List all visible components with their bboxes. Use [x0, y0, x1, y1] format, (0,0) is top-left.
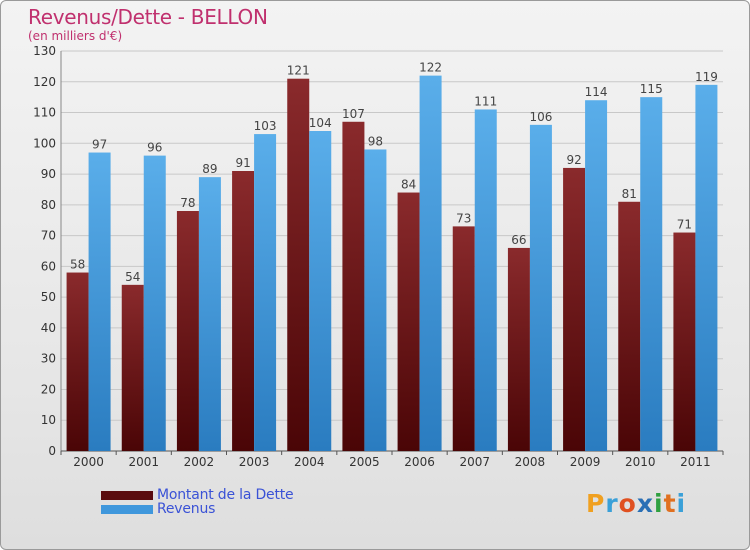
value-label-dette: 58 [70, 258, 85, 272]
value-label-revenus: 111 [474, 94, 497, 108]
y-tick-label: 70 [41, 229, 56, 243]
bar-dette [232, 171, 255, 451]
x-tick-label: 2009 [570, 455, 601, 469]
bar-revenus [309, 131, 332, 451]
bar-dette [397, 192, 420, 452]
y-tick-label: 40 [41, 321, 56, 335]
value-label-dette: 81 [622, 187, 637, 201]
bar-revenus [254, 134, 277, 452]
legend-label-dette: Montant de la Dette [157, 487, 294, 503]
y-tick-label: 0 [48, 444, 56, 458]
y-tick-label: 20 [41, 382, 56, 396]
x-tick-label: 2005 [349, 455, 380, 469]
value-label-revenus: 115 [640, 82, 663, 96]
bar-dette [121, 284, 144, 451]
legend-label-revenus: Revenus [157, 501, 216, 517]
value-label-dette: 66 [511, 233, 526, 247]
bar-dette [176, 211, 199, 451]
value-label-revenus: 97 [92, 138, 107, 152]
x-tick-label: 2003 [239, 455, 270, 469]
value-label-revenus: 89 [202, 162, 217, 176]
value-label-dette: 78 [180, 196, 195, 210]
legend-swatch-dette [101, 490, 153, 500]
bar-revenus [419, 75, 442, 451]
chart-subtitle: (en milliers d'€) [28, 29, 123, 43]
value-label-revenus: 103 [254, 119, 277, 133]
legend-swatch-revenus [101, 504, 153, 514]
y-tick-label: 80 [41, 198, 56, 212]
value-label-dette: 71 [677, 218, 692, 232]
value-label-dette: 54 [125, 270, 140, 284]
bar-revenus [695, 84, 718, 451]
chart-title: Revenus/Dette - BELLON [28, 5, 268, 29]
y-tick-label: 60 [41, 259, 56, 273]
bar-revenus [585, 100, 608, 451]
bar-revenus [529, 124, 552, 451]
proxiti-logo: Proxiti [586, 489, 687, 518]
value-label-revenus: 122 [419, 61, 442, 75]
x-tick-label: 2004 [294, 455, 325, 469]
x-tick-label: 2010 [625, 455, 656, 469]
y-tick-label: 10 [41, 413, 56, 427]
x-tick-label: 2000 [73, 455, 104, 469]
value-label-dette: 92 [566, 153, 581, 167]
value-label-revenus: 114 [585, 85, 608, 99]
bar-revenus [474, 109, 497, 451]
legend-item-revenus: Revenus [101, 501, 215, 517]
value-label-revenus: 96 [147, 141, 162, 155]
value-label-dette: 107 [342, 107, 365, 121]
y-tick-label: 30 [41, 352, 56, 366]
x-tick-label: 2002 [184, 455, 215, 469]
bar-dette [342, 121, 365, 452]
y-tick-label: 130 [33, 44, 56, 58]
value-label-dette: 84 [401, 178, 416, 192]
bar-revenus [88, 152, 111, 452]
bar-dette [507, 247, 530, 451]
bar-dette [452, 226, 475, 451]
x-tick-label: 2011 [680, 455, 711, 469]
bar-revenus [198, 177, 221, 451]
y-tick-label: 90 [41, 167, 56, 181]
x-tick-label: 2008 [515, 455, 546, 469]
x-tick-label: 2007 [459, 455, 490, 469]
bar-dette [673, 232, 696, 451]
y-tick-label: 120 [33, 75, 56, 89]
value-label-dette: 73 [456, 211, 471, 225]
value-label-dette: 91 [235, 156, 250, 170]
value-label-revenus: 104 [309, 116, 332, 130]
bar-revenus [143, 155, 166, 451]
value-label-revenus: 119 [695, 70, 718, 84]
bar-dette [66, 272, 89, 451]
value-label-revenus: 106 [529, 110, 552, 124]
bar-dette [287, 78, 310, 451]
value-label-revenus: 98 [368, 134, 383, 148]
value-label-dette: 121 [287, 64, 310, 78]
x-tick-label: 2001 [128, 455, 159, 469]
bar-dette [618, 201, 641, 451]
y-tick-label: 100 [33, 136, 56, 150]
y-tick-label: 110 [33, 106, 56, 120]
y-tick-label: 50 [41, 290, 56, 304]
legend-item-dette: Montant de la Dette [101, 487, 294, 503]
x-tick-label: 2006 [404, 455, 435, 469]
bar-revenus [640, 97, 663, 452]
bar-revenus [364, 149, 387, 451]
bar-dette [563, 167, 586, 451]
